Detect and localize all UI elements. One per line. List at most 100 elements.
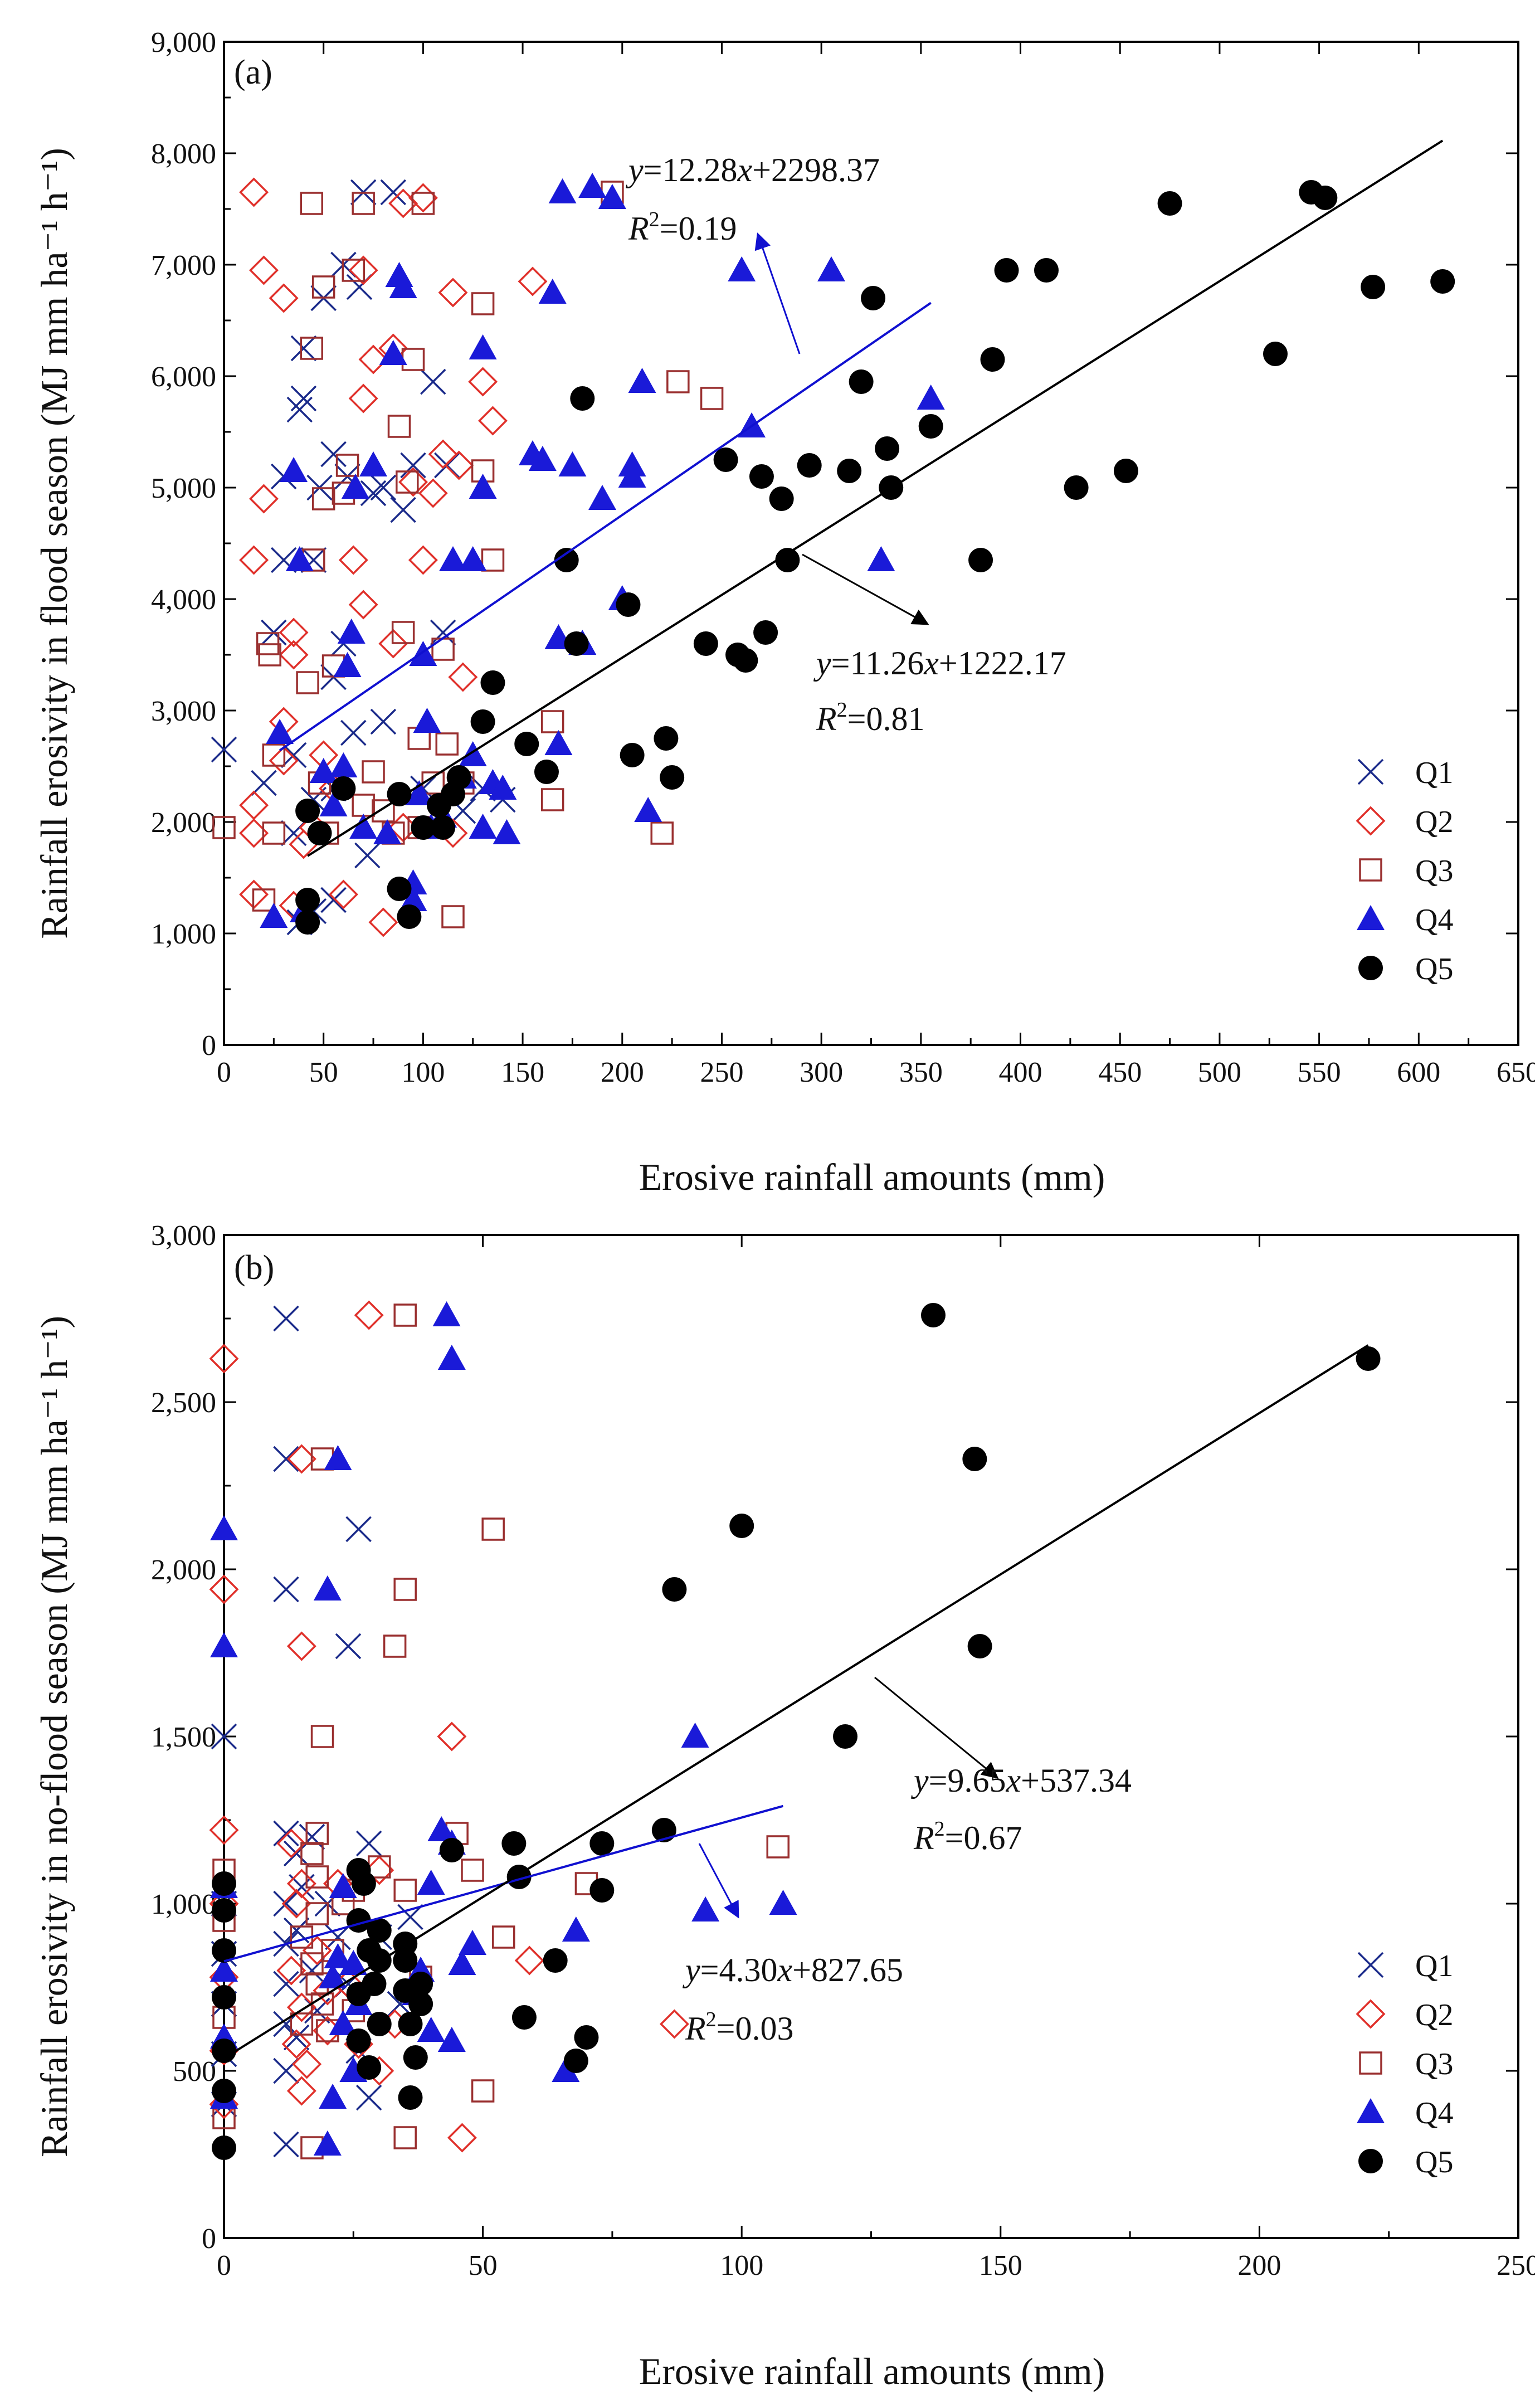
point-q2: [209, 1574, 239, 1604]
point-q1: [320, 887, 347, 913]
point-q5: [398, 2012, 423, 2036]
y-tick-label: 2,500: [151, 1387, 216, 1419]
point-q3: [305, 1902, 329, 1925]
point-q2: [348, 383, 378, 414]
point-q2: [398, 467, 428, 497]
point-q3: [441, 905, 465, 928]
point-q3: [368, 1855, 391, 1879]
point-q5: [980, 347, 1005, 372]
point-q4: [544, 730, 573, 755]
point-q2: [279, 640, 309, 670]
point-q2: [408, 545, 438, 575]
point-q4: [817, 256, 846, 281]
point-q5: [589, 1831, 615, 1856]
point-q4: [691, 1896, 720, 1921]
point-q5: [662, 1577, 687, 1602]
y-tick-label: 0: [202, 2223, 216, 2255]
point-q2: [348, 255, 378, 285]
point-q1: [370, 474, 397, 501]
point-q3: [387, 415, 411, 438]
legend-label-q4: Q4: [1415, 2096, 1453, 2130]
point-q2: [269, 746, 299, 776]
point-q2: [338, 545, 368, 575]
point-q2: [514, 1945, 544, 1976]
point-q5: [295, 910, 320, 935]
point-q3: [481, 548, 505, 572]
point-q5: [387, 782, 412, 806]
point-q5: [362, 1972, 387, 1996]
point-q1: [283, 2024, 310, 2051]
point-q1: [380, 179, 407, 206]
point-q5: [1113, 459, 1138, 483]
point-q2: [209, 1815, 239, 1845]
point-q5: [212, 2039, 236, 2063]
point-q4: [769, 1890, 797, 1915]
legend-marker-q1: [1357, 758, 1384, 785]
point-q1: [273, 1576, 299, 1603]
point-q5: [554, 548, 579, 572]
point-q3: [492, 1925, 515, 1949]
point-q5: [660, 765, 685, 790]
point-q3: [700, 387, 724, 410]
point-q3: [300, 192, 323, 215]
point-q1: [273, 2131, 299, 2158]
point-q5: [331, 776, 356, 801]
point-q2: [286, 1869, 316, 1899]
point-q1: [290, 335, 317, 362]
point-q1: [355, 2084, 382, 2111]
y-tick-labels-b: 0 500 1,000 1,500 2,000 2,500 3,000: [151, 1220, 216, 2255]
point-q4: [329, 2010, 357, 2035]
point-q4: [432, 1301, 461, 1326]
legend-marker-q4: [1357, 905, 1385, 930]
fit-lines-b: [223, 1344, 1369, 2060]
point-q4: [309, 758, 338, 783]
point-q2: [448, 662, 478, 692]
legend-marker-q4: [1357, 2098, 1385, 2123]
point-q2: [239, 545, 269, 575]
point-q3: [666, 370, 690, 393]
point-q5: [563, 2049, 588, 2073]
point-q5: [501, 1831, 527, 1856]
point-q3: [766, 1835, 790, 1859]
point-q3: [431, 638, 455, 661]
point-q5: [212, 1898, 236, 1923]
equation-q5-b: y=9.65x+537.34: [910, 1762, 1132, 1799]
point-q4: [448, 1950, 476, 1975]
point-q1: [299, 1957, 325, 1984]
y-tick-label: 1,500: [151, 1721, 216, 1753]
x-tick-label: 550: [1298, 1057, 1341, 1088]
point-q3: [212, 816, 236, 839]
legend-marker-q2: [1356, 1999, 1386, 2029]
x-tick-label: 150: [501, 1057, 544, 1088]
legend-marker-q5: [1358, 956, 1383, 980]
point-q1: [273, 1971, 299, 1997]
point-q3: [396, 470, 419, 494]
point-q2: [428, 439, 458, 469]
point-q4: [413, 708, 441, 733]
equation-q5-a: y=11.26x+1222.17: [813, 645, 1066, 682]
point-q5: [994, 258, 1019, 283]
legend-marker-q5: [1358, 2149, 1383, 2173]
point-q5: [1361, 275, 1386, 299]
y-tick-label: 7,000: [151, 250, 216, 281]
point-q3: [252, 888, 276, 912]
point-q1: [370, 708, 397, 735]
point-q1: [325, 1924, 351, 1950]
y-tick-label: 2,000: [151, 807, 216, 839]
point-q3: [471, 2079, 495, 2103]
point-q1: [345, 1516, 372, 1543]
point-q5: [398, 2085, 423, 2110]
point-q2: [239, 177, 269, 207]
point-q4: [324, 1445, 352, 1470]
panel-label-a: (a): [234, 53, 272, 91]
point-q4: [728, 256, 756, 281]
point-q2: [368, 907, 398, 937]
point-q4: [578, 173, 607, 198]
x-tick-label: 0: [217, 1057, 231, 1088]
point-q5: [514, 732, 539, 756]
point-q3: [393, 2126, 417, 2149]
point-q1: [211, 736, 237, 763]
point-q2: [286, 2076, 316, 2106]
x-axis-title-a: Erosive rainfall amounts (mm): [639, 1156, 1105, 1198]
y-tick-label: 2,000: [151, 1554, 216, 1586]
